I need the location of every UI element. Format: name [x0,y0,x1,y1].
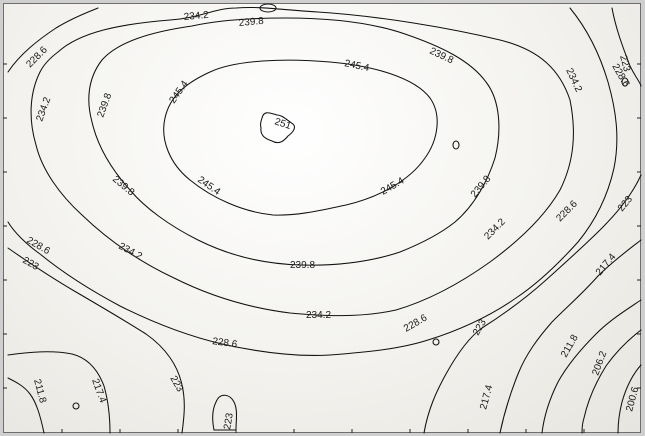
label-239-8-top: 239.8 [238,16,264,29]
label-228-6-left: 228.6 [25,235,53,257]
contour-223-left [7,247,185,434]
label-217-4-right: 217.4 [594,251,619,278]
contour-211-8-left [7,377,45,434]
label-245-4-left: 245.4 [167,79,191,106]
label-211-8-right: 211.8 [559,333,581,360]
frame-ticks [3,63,641,433]
contour-223-right [423,7,642,434]
contour-small-upper-right [621,77,629,87]
contour-labels: 251 245.4 245.4 245.4 245.4 239.8 239.8 … [21,10,642,431]
label-234-2-bottom: 234.2 [306,310,331,321]
label-239-8-bottom: 239.8 [290,260,315,271]
contour-239-8 [88,17,500,266]
label-223-left: 223 [21,255,41,273]
label-239-8-right: 239.8 [469,173,494,200]
label-228-6-right: 228.6 [554,198,580,224]
contour-228-6 [7,7,618,356]
contour-blob-bottom [212,394,238,431]
label-251: 251 [273,116,293,132]
label-234-2-bottom-left: 234.2 [117,241,145,263]
contour-plot-area [3,3,641,433]
contour-217-4-right [499,239,642,434]
label-217-4-left: 217.4 [89,377,108,405]
label-223-right: 223 [616,194,635,214]
label-223-bottom-blob: 223 [222,412,236,431]
contour-small-top [259,3,277,13]
contour-200-6 [617,364,642,434]
label-245-4-bottom-left: 245.4 [195,174,222,198]
label-228-6-top-left: 228.6 [24,44,50,70]
label-234-2-left: 234.2 [34,95,53,123]
contour-211-8-right [541,299,642,434]
label-200-6: 200.6 [624,385,641,412]
label-223-bottom-center: 223 [471,317,489,337]
label-245-4-top: 245.4 [343,58,370,74]
contour-small-lower [432,338,440,346]
label-223-top-right: 223 [617,54,632,73]
contour-small-right [452,140,460,150]
contour-206-2 [581,329,642,434]
contour-245-4 [163,59,438,216]
label-228-6-bottom: 228.6 [212,336,239,350]
label-206-2: 206.2 [590,349,609,377]
contour-251 [260,112,295,144]
label-239-8-left: 239.8 [95,91,114,119]
contour-217-4-left [7,351,111,434]
label-228-6-bottom-right: 228.6 [402,312,430,334]
label-245-4-bottom-right: 245.4 [379,175,407,197]
label-239-8-bottom-left: 239.8 [110,174,137,199]
label-234-2-top: 234.2 [183,10,209,23]
contour-234-2 [30,6,574,317]
contour-small-lower-left [72,402,80,410]
label-234-2-right: 234.2 [482,216,508,242]
label-217-4-bottom: 217.4 [478,383,495,410]
